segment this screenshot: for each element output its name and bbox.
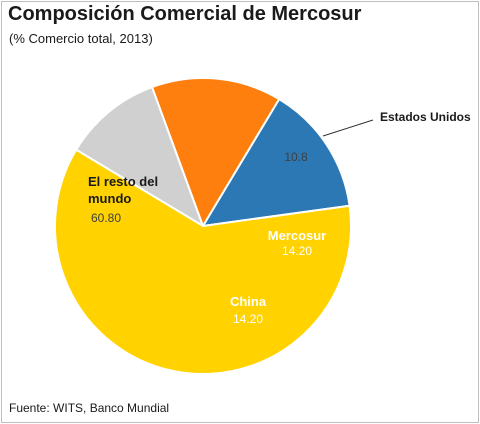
slice-value-el-resto-del-mundo: 60.80 — [91, 211, 121, 225]
source-note: Fuente: WITS, Banco Mundial — [9, 401, 170, 415]
pie-slice-estados-unidos — [74, 85, 205, 229]
slice-value-china: 14.20 — [233, 312, 263, 326]
chart-title: Composición Comercial de Mercosur — [8, 3, 362, 25]
slice-label-el-resto-del-mundo: El resto del mundo — [88, 174, 158, 206]
slice-label-china: China — [230, 294, 267, 309]
pie-slice-china — [201, 97, 351, 228]
chart-subtitle: (% Comercio total, 2013) — [9, 31, 153, 46]
pie-slice-el-resto-del-mundo — [54, 148, 352, 375]
estados-unidos-leader-line — [322, 119, 374, 137]
slice-label-estados-unidos: Estados Unidos — [380, 110, 471, 124]
slice-value-estados-unidos: 10.8 — [284, 150, 308, 164]
slice-value-mercosur: 14.20 — [282, 244, 312, 258]
pie-slice-mercosur — [150, 77, 281, 229]
slice-label-mercosur: Mercosur — [268, 228, 327, 243]
